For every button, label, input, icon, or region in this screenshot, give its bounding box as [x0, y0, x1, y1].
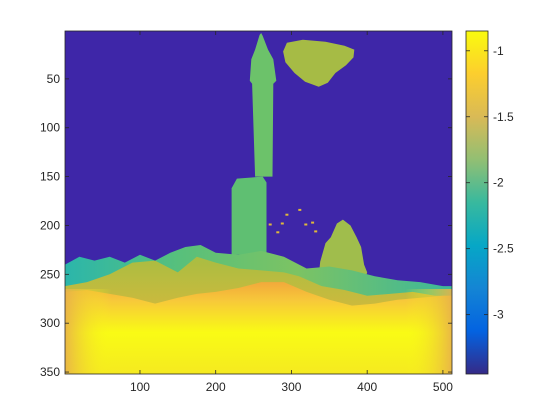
colorbar-tick-label: -1.5 [493, 110, 514, 124]
colorbar-tick-label: -2 [493, 176, 504, 190]
near-sea-edge-shading [65, 288, 452, 374]
lighthouse-base-region [231, 176, 267, 255]
y-tick-label: 350 [40, 365, 60, 379]
bird-mark [268, 223, 272, 226]
y-tick-label: 300 [40, 316, 60, 330]
y-tick-label: 50 [47, 72, 61, 86]
y-tick-label: 250 [40, 267, 60, 281]
x-tick-label: 300 [281, 380, 301, 394]
bird-mark [304, 223, 308, 226]
y-tick-label: 200 [40, 218, 60, 232]
colorbar [465, 30, 489, 375]
x-tick-label: 200 [206, 380, 226, 394]
y-axis: 50 100 150 200 250 300 350 [40, 72, 452, 379]
depth-map-image [65, 31, 452, 374]
plot-axes-box [64, 30, 453, 375]
cloud-region [283, 39, 355, 87]
colorbar-tick-label: -1 [493, 44, 504, 58]
x-tick-label: 400 [357, 380, 377, 394]
bird-mark [276, 231, 280, 234]
y-tick-label: 100 [40, 121, 60, 135]
colorbar-tick-label: -3 [493, 308, 504, 322]
x-tick-label: 100 [130, 380, 150, 394]
bird-mark [314, 230, 318, 233]
colorbar-tick-label: -2.5 [493, 242, 514, 256]
x-axis: 100 200 300 400 500 [130, 31, 453, 394]
bird-mark [311, 221, 315, 224]
bird-mark [280, 222, 284, 225]
colorbar-axis: -1 -1.5 -2 -2.5 -3 [466, 44, 514, 322]
bird-mark [285, 213, 289, 216]
bird-mark [298, 208, 302, 211]
x-tick-label: 500 [433, 380, 453, 394]
y-tick-label: 150 [40, 170, 60, 184]
lighthouse-tower-region [249, 33, 277, 177]
